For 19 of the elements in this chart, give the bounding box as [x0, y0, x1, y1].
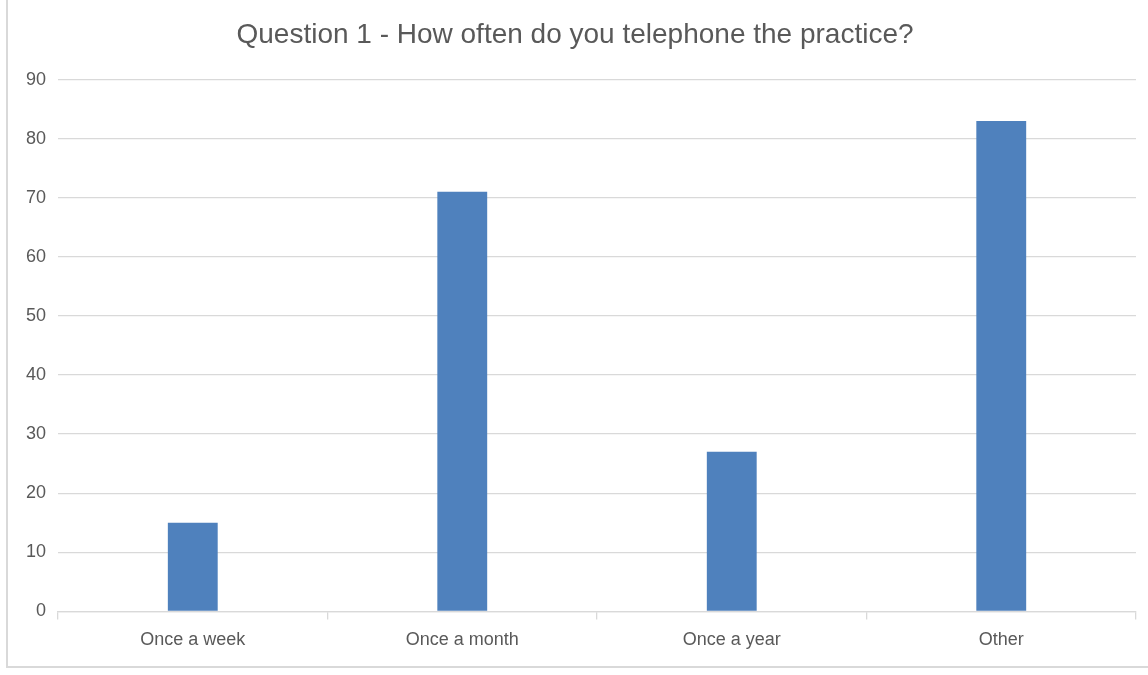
x-tick-label: Once a month [405, 629, 519, 650]
bar [437, 191, 488, 611]
bar [706, 451, 757, 611]
chart-title: Question 1 - How often do you telephone the practice? [236, 17, 914, 49]
y-tick-label: 90 [25, 68, 47, 89]
y-tick-label: 50 [25, 304, 47, 325]
y-tick-label: 30 [25, 423, 47, 444]
x-tick-label: Other [978, 629, 1024, 650]
y-tick-label: 10 [25, 541, 47, 562]
y-tick-label: 70 [25, 186, 47, 207]
y-tick-label: 40 [25, 364, 47, 385]
y-tick-label: 80 [25, 127, 47, 148]
bar [976, 120, 1027, 611]
x-tick-label: Once a year [682, 629, 781, 650]
y-tick-label: 20 [25, 482, 47, 503]
y-tick-label: 0 [36, 600, 47, 621]
bar [167, 522, 218, 611]
x-tick-label: Once a week [140, 629, 247, 650]
y-tick-label: 60 [25, 245, 47, 266]
